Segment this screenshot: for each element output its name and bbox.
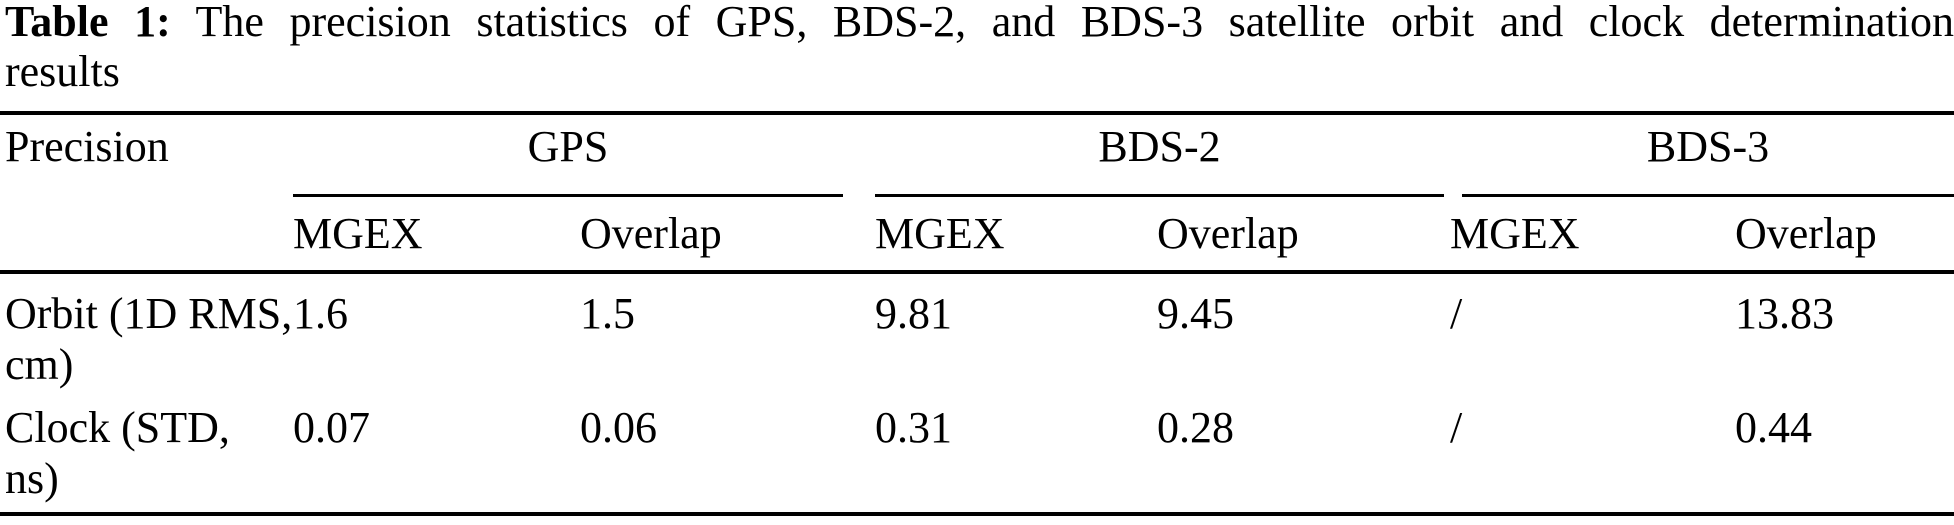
cell-orbit-gps-mgex: 1.6 bbox=[293, 289, 348, 338]
cell-clock-bds3-overlap: 0.44 bbox=[1735, 400, 1954, 516]
row-label-orbit: Orbit (1D RMS, cm) bbox=[5, 289, 293, 389]
caption-line-1: Table 1: The precision statistics of GPS… bbox=[5, 0, 1954, 47]
table-row: Orbit (1D RMS, cm) 1.6 1.5 9.81 9.45 / 1… bbox=[0, 272, 1954, 400]
column-header-gps-overlap: Overlap bbox=[580, 197, 875, 274]
table-caption: Table 1: The precision statistics of GPS… bbox=[0, 0, 1954, 97]
table-row: Clock (STD, ns) 0.07 0.06 0.31 0.28 / 0.… bbox=[0, 400, 1954, 516]
cell-orbit-bds2-overlap: 9.45 bbox=[1157, 289, 1234, 338]
cell-clock-bds2-mgex: 0.31 bbox=[875, 400, 1157, 516]
column-header-bds2-mgex: MGEX bbox=[875, 197, 1157, 274]
cell-orbit-bds3-overlap: 13.83 bbox=[1735, 289, 1834, 338]
cell-clock-bds3-mgex: / bbox=[1450, 400, 1735, 516]
cell-clock-bds2-overlap: 0.28 bbox=[1157, 400, 1450, 516]
caption-text: The precision statistics of GPS, BDS-2, … bbox=[170, 0, 1954, 46]
column-header-bds3-overlap: Overlap bbox=[1735, 197, 1954, 274]
group-label-bds3: BDS-3 bbox=[1462, 121, 1954, 197]
caption-line-2: results bbox=[5, 47, 120, 96]
group-label-bds2: BDS-2 bbox=[875, 121, 1444, 197]
cell-orbit-bds2-mgex: 9.81 bbox=[875, 289, 952, 338]
group-header-row: Precision GPS BDS-2 BDS-3 bbox=[0, 113, 1954, 274]
group-label-gps: GPS bbox=[293, 121, 843, 197]
row-label-clock: Clock (STD, ns) bbox=[0, 400, 293, 516]
cell-clock-gps-overlap: 0.06 bbox=[580, 400, 875, 516]
group-header-bds3: BDS-3 bbox=[1450, 113, 1954, 197]
caption-label: Table 1: bbox=[5, 0, 171, 46]
cell-orbit-gps-overlap: 1.5 bbox=[580, 289, 635, 338]
cell-clock-gps-mgex: 0.07 bbox=[293, 400, 580, 516]
group-header-gps: GPS bbox=[293, 113, 875, 197]
cell-orbit-bds3-mgex: / bbox=[1450, 289, 1463, 338]
subheader-row: MGEX Overlap MGEX Overlap MGEX Overlap bbox=[0, 197, 1954, 274]
column-header-bds2-overlap: Overlap bbox=[1157, 197, 1450, 274]
column-header-bds3-mgex: MGEX bbox=[1450, 197, 1735, 274]
column-header-precision: Precision bbox=[0, 113, 293, 274]
precision-statistics-table: Precision GPS BDS-2 BDS-3 MGEX Overlap M… bbox=[0, 111, 1954, 516]
group-header-bds2: BDS-2 bbox=[875, 113, 1450, 197]
column-header-gps-mgex: MGEX bbox=[293, 197, 580, 274]
